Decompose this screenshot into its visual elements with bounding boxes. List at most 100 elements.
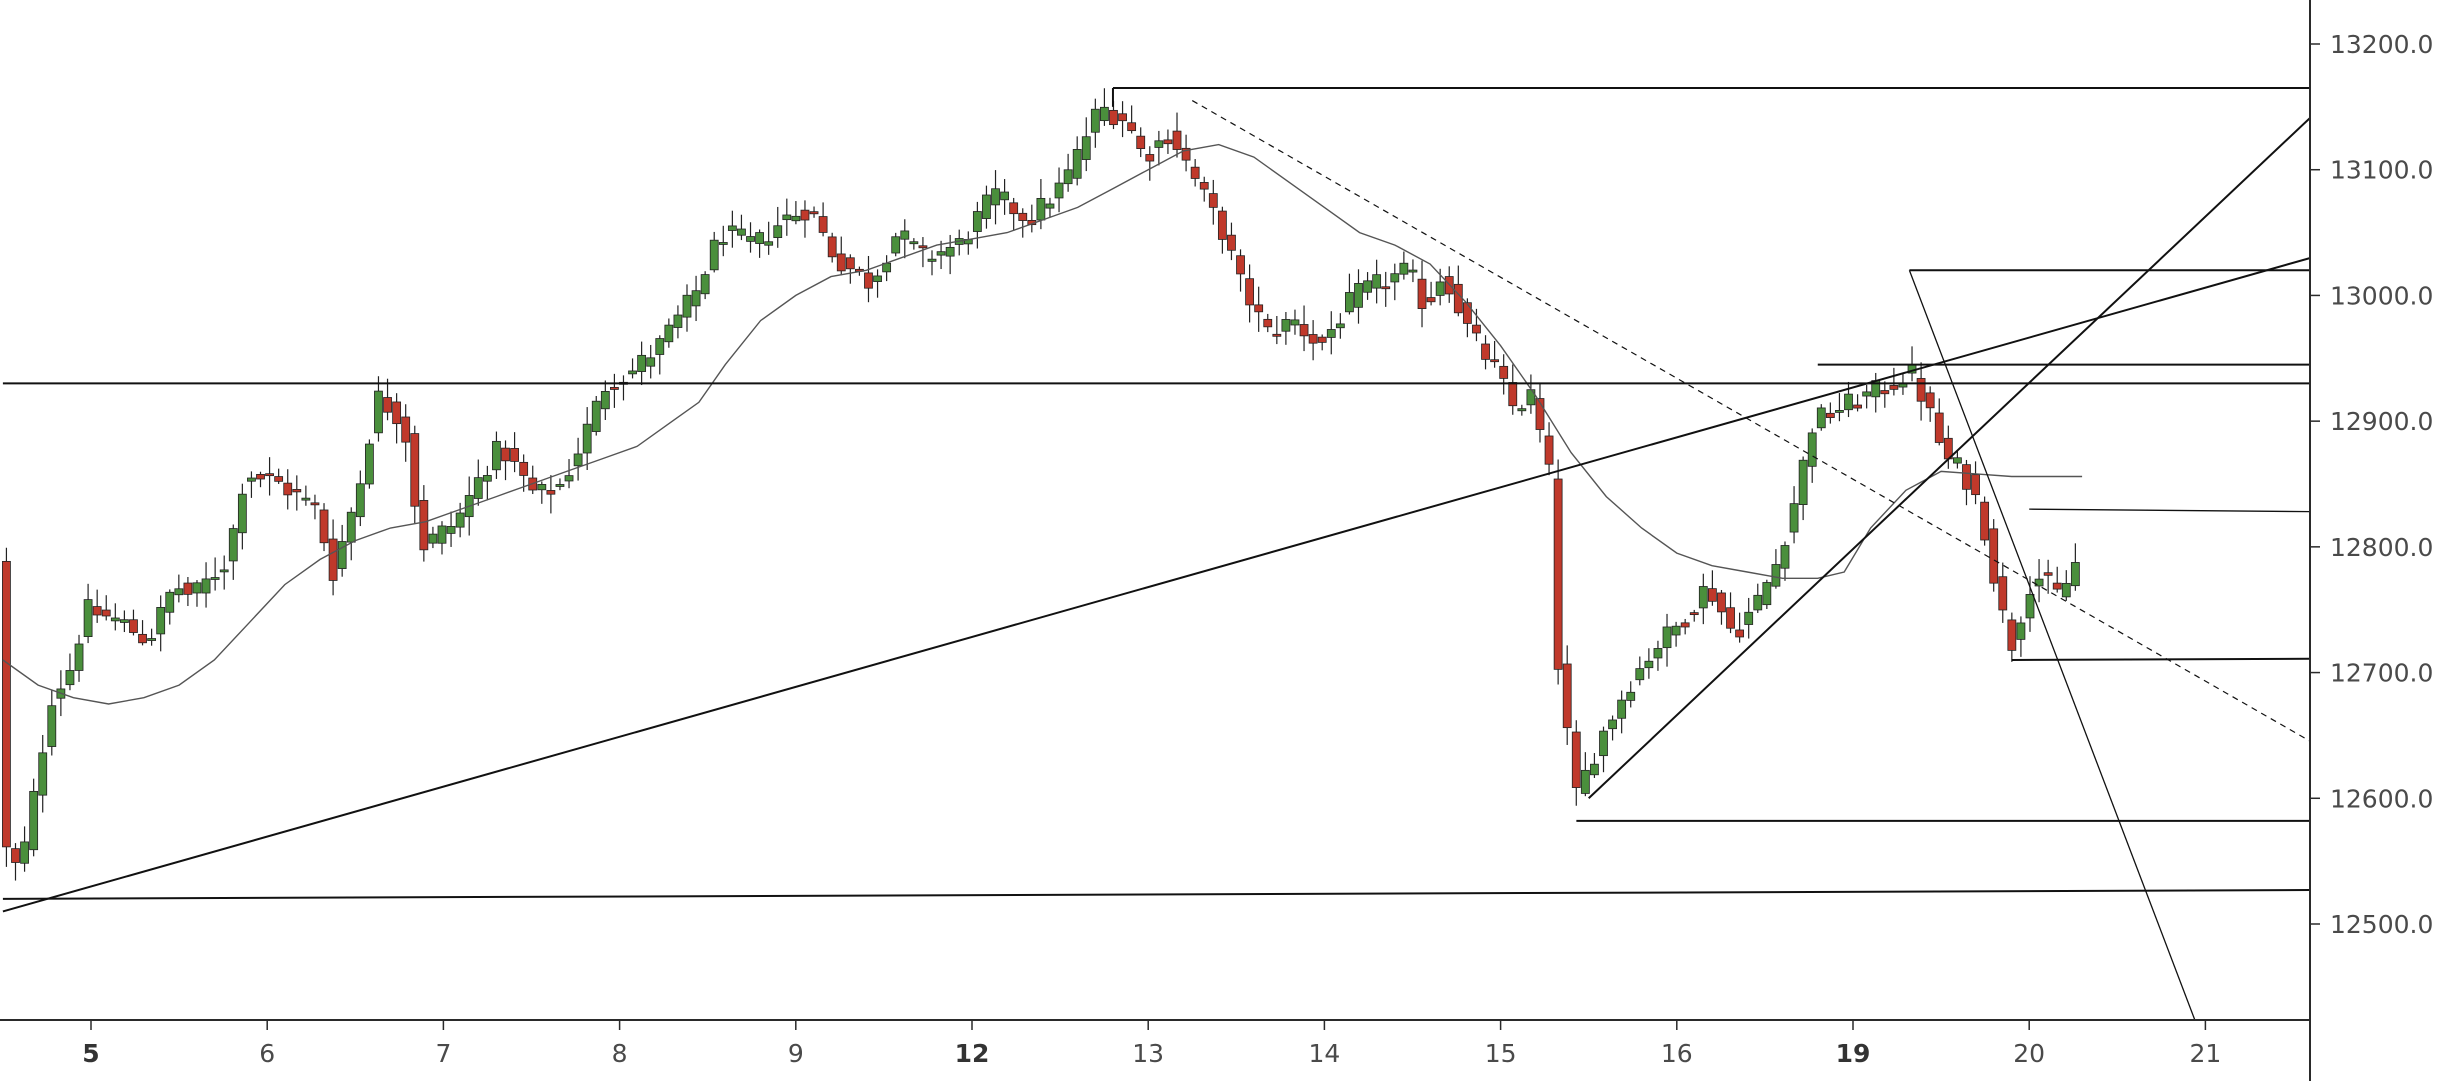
candle-body-up bbox=[582, 423, 592, 454]
time-tick-label: 12 bbox=[955, 1039, 990, 1068]
candle-body-down bbox=[1980, 501, 1990, 541]
candle bbox=[1363, 272, 1372, 300]
candle bbox=[1780, 541, 1790, 581]
candle-body-up bbox=[1753, 594, 1763, 611]
candle-body-up bbox=[247, 477, 256, 482]
time-tick-label: 6 bbox=[259, 1039, 275, 1068]
candle bbox=[1254, 286, 1264, 332]
candle-body-up bbox=[1644, 660, 1654, 669]
candle bbox=[1771, 549, 1781, 589]
candle bbox=[1544, 422, 1554, 476]
candle bbox=[537, 481, 547, 504]
candle-body-down bbox=[1889, 385, 1899, 390]
candle bbox=[582, 407, 592, 470]
candle-body-up bbox=[909, 241, 919, 245]
candle-body-down bbox=[1853, 404, 1862, 409]
candle-body-up bbox=[1807, 432, 1817, 467]
price-axis[interactable]: 12500.0 12600.0 12700.0 12800.0 12900.0 13000… bbox=[2309, 0, 2433, 1081]
candle bbox=[1952, 449, 1962, 469]
candle bbox=[1499, 354, 1509, 395]
candle bbox=[945, 234, 955, 275]
candle bbox=[546, 475, 556, 514]
candle bbox=[1934, 398, 1944, 446]
candle bbox=[873, 269, 882, 298]
trend-line[interactable] bbox=[2, 889, 2311, 900]
candle-body-down bbox=[1127, 122, 1137, 132]
candle-body-down bbox=[2007, 619, 2017, 651]
trend-line[interactable] bbox=[2, 256, 2311, 913]
trend-line[interactable] bbox=[1908, 270, 2196, 1024]
candle bbox=[619, 375, 628, 401]
candle bbox=[782, 198, 792, 236]
candle bbox=[1490, 340, 1500, 368]
candle bbox=[210, 557, 220, 591]
candle bbox=[864, 255, 873, 303]
candle bbox=[1472, 308, 1481, 342]
candle bbox=[1299, 305, 1309, 352]
candle-body-down bbox=[1825, 412, 1835, 418]
candle-body-down bbox=[1472, 324, 1481, 334]
candle bbox=[2025, 576, 2035, 632]
candle bbox=[1027, 204, 1037, 233]
candle-body-down bbox=[519, 461, 529, 476]
candle-body-down bbox=[1308, 334, 1318, 344]
trend-line[interactable] bbox=[2029, 508, 2311, 513]
drawing-tools[interactable] bbox=[2, 87, 2312, 1025]
candle bbox=[1726, 592, 1735, 634]
candle bbox=[809, 206, 819, 218]
candle-body-up bbox=[682, 294, 692, 318]
candle bbox=[1100, 88, 1109, 126]
candle-body-down bbox=[1236, 255, 1245, 275]
candle-body-up bbox=[374, 390, 383, 434]
candle bbox=[1853, 394, 1862, 412]
candle-body-down bbox=[319, 509, 329, 544]
candle bbox=[891, 232, 901, 257]
candle-body-down bbox=[1925, 392, 1935, 409]
candle-body-up bbox=[600, 391, 610, 410]
candle-body-up bbox=[192, 582, 202, 594]
candle-body-down bbox=[1163, 139, 1173, 145]
dashed-trend-line[interactable] bbox=[1191, 100, 2311, 742]
candle-body-up bbox=[210, 577, 220, 580]
candle bbox=[709, 231, 719, 273]
candle-body-down bbox=[274, 476, 284, 482]
candle bbox=[1744, 597, 1754, 639]
candle-body-up bbox=[1771, 564, 1781, 587]
candle bbox=[1018, 208, 1028, 238]
candle-body-down bbox=[1726, 607, 1735, 629]
trend-line[interactable] bbox=[2011, 657, 2312, 661]
candle-body-up bbox=[301, 497, 311, 501]
candle bbox=[1989, 519, 1999, 592]
candle bbox=[74, 634, 84, 682]
candle-body-down bbox=[2052, 582, 2062, 590]
candle-body-down bbox=[836, 253, 846, 272]
price-tick-label: 12800.0 bbox=[2330, 533, 2433, 562]
candle bbox=[510, 432, 519, 473]
candle-body-down bbox=[1934, 412, 1944, 443]
candle-body-up bbox=[1036, 198, 1046, 221]
candle-body-up bbox=[1653, 648, 1663, 659]
candle-body-up bbox=[746, 236, 755, 242]
candle bbox=[727, 210, 737, 248]
plot-area[interactable] bbox=[2, 87, 2312, 1025]
candle-body-down bbox=[11, 848, 20, 863]
candle-body-up bbox=[1399, 262, 1409, 275]
candle-body-down bbox=[1499, 365, 1509, 379]
candle bbox=[1063, 153, 1073, 192]
candle-body-up bbox=[156, 607, 166, 635]
candle bbox=[1998, 562, 2008, 623]
trend-line[interactable] bbox=[1588, 116, 2311, 800]
candle-body-down bbox=[1735, 629, 1745, 638]
candle-body-up bbox=[446, 526, 456, 534]
candle bbox=[47, 690, 57, 756]
candle bbox=[591, 395, 601, 436]
candle bbox=[1717, 589, 1726, 625]
candle bbox=[1962, 459, 1971, 506]
time-axis[interactable]: 5 6 7 8 9 12 13 14 15 16 19 20 21 bbox=[0, 1019, 2310, 1068]
candle bbox=[1481, 335, 1490, 370]
candle-body-down bbox=[1535, 398, 1545, 430]
candle bbox=[1054, 167, 1064, 213]
candle-body-up bbox=[1835, 410, 1844, 413]
